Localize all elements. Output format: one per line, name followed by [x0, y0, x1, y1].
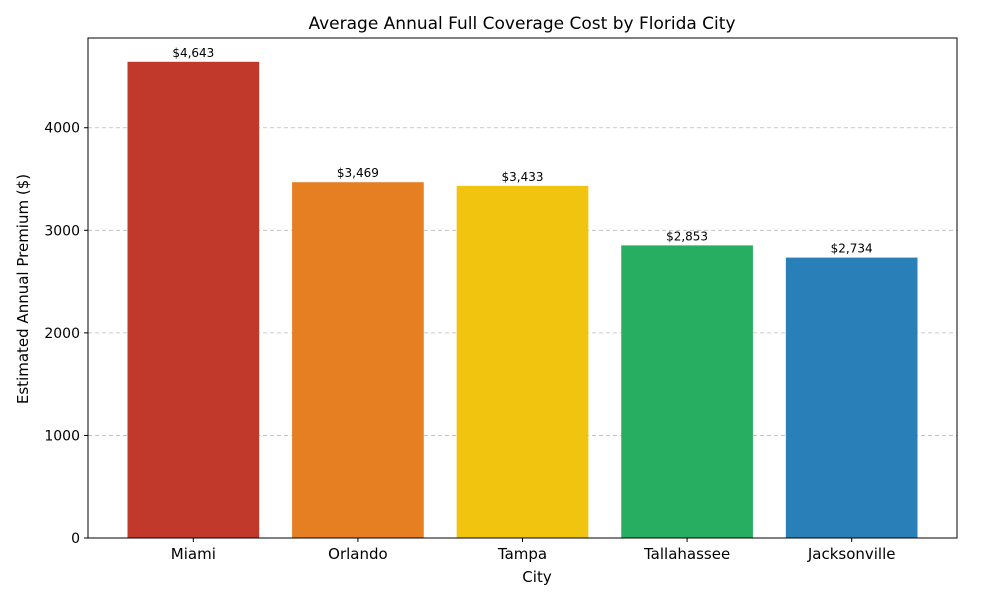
- bar-tallahassee: [621, 245, 753, 538]
- x-tick-label: Orlando: [328, 545, 388, 563]
- data-labels: $4,643 $3,469 $3,433 $2,853 $2,734: [172, 46, 872, 256]
- bar-miami: [127, 61, 260, 539]
- data-label: $3,433: [502, 170, 544, 184]
- y-axis-ticks: 0 1000 2000 3000 4000: [44, 121, 88, 547]
- data-label: $2,853: [666, 229, 708, 243]
- y-tick-label: 4000: [44, 121, 80, 137]
- x-axis-label: City: [522, 568, 552, 586]
- bars: [127, 61, 918, 539]
- data-label: $2,734: [831, 242, 873, 256]
- bar-tampa: [456, 185, 589, 538]
- x-tick-label: Miami: [171, 545, 216, 563]
- y-axis-label: Estimated Annual Premium ($): [14, 174, 32, 404]
- data-label: $4,643: [172, 46, 214, 60]
- x-axis-ticks: Miami Orlando Tampa Tallahassee Jacksonville: [171, 538, 896, 563]
- x-tick-label: Tampa: [497, 545, 547, 563]
- y-tick-label: 1000: [44, 428, 80, 444]
- bar-jacksonville: [785, 257, 918, 538]
- y-tick-label: 2000: [44, 326, 80, 342]
- y-tick-label: 3000: [44, 223, 80, 239]
- x-tick-label: Tallahassee: [643, 545, 730, 563]
- x-tick-label: Jacksonville: [807, 545, 896, 563]
- bar-orlando: [292, 182, 424, 538]
- data-label: $3,469: [337, 166, 379, 180]
- chart-title: Average Annual Full Coverage Cost by Flo…: [308, 14, 735, 34]
- y-tick-label: 0: [71, 531, 80, 547]
